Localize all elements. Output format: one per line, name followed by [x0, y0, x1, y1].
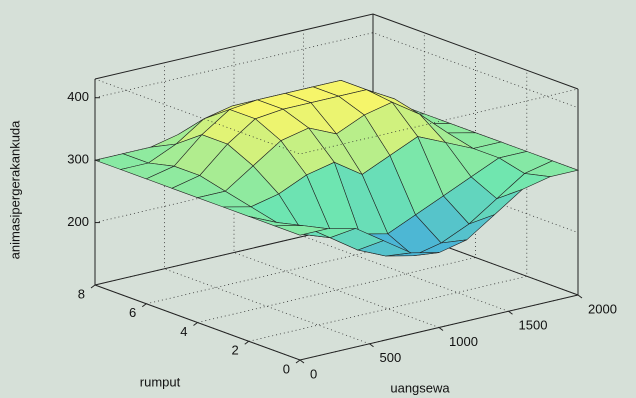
y-tick-label: 2 [232, 343, 239, 358]
y-axis-label: rumput [140, 374, 181, 389]
surface-patch [274, 225, 328, 236]
axis-box [94, 284, 579, 361]
y-tick [141, 303, 147, 308]
x-tick-label: 2000 [588, 301, 617, 316]
y-tick [244, 340, 250, 345]
x-axis-label: uangsewa [390, 380, 450, 395]
x-tick-label: 1000 [449, 334, 478, 349]
y-tick [90, 284, 96, 289]
y-tick [295, 359, 301, 364]
y-tick-label: 6 [129, 305, 136, 320]
axis-box [94, 78, 579, 155]
grid-line [164, 62, 370, 345]
z-tick-label: 300 [67, 152, 89, 167]
x-tick-label: 0 [310, 366, 317, 381]
z-axis-label: animasipergerakankuda [7, 120, 22, 260]
x-tick-label: 500 [380, 350, 402, 365]
y-tick [193, 322, 198, 326]
x-tick-label: 1500 [519, 318, 548, 333]
grid-line [303, 30, 509, 312]
x-tick [508, 310, 513, 315]
y-tick-label: 8 [78, 286, 85, 301]
z-tick-label: 200 [67, 214, 89, 229]
x-tick [577, 294, 583, 299]
y-tick-label: 0 [283, 361, 290, 376]
x-tick [369, 343, 374, 348]
y-tick-label: 4 [180, 324, 187, 339]
x-tick [299, 359, 305, 364]
z-tick-label: 400 [67, 89, 89, 104]
x-tick [438, 327, 444, 331]
grid-line [233, 46, 440, 328]
axis-box [94, 13, 579, 90]
